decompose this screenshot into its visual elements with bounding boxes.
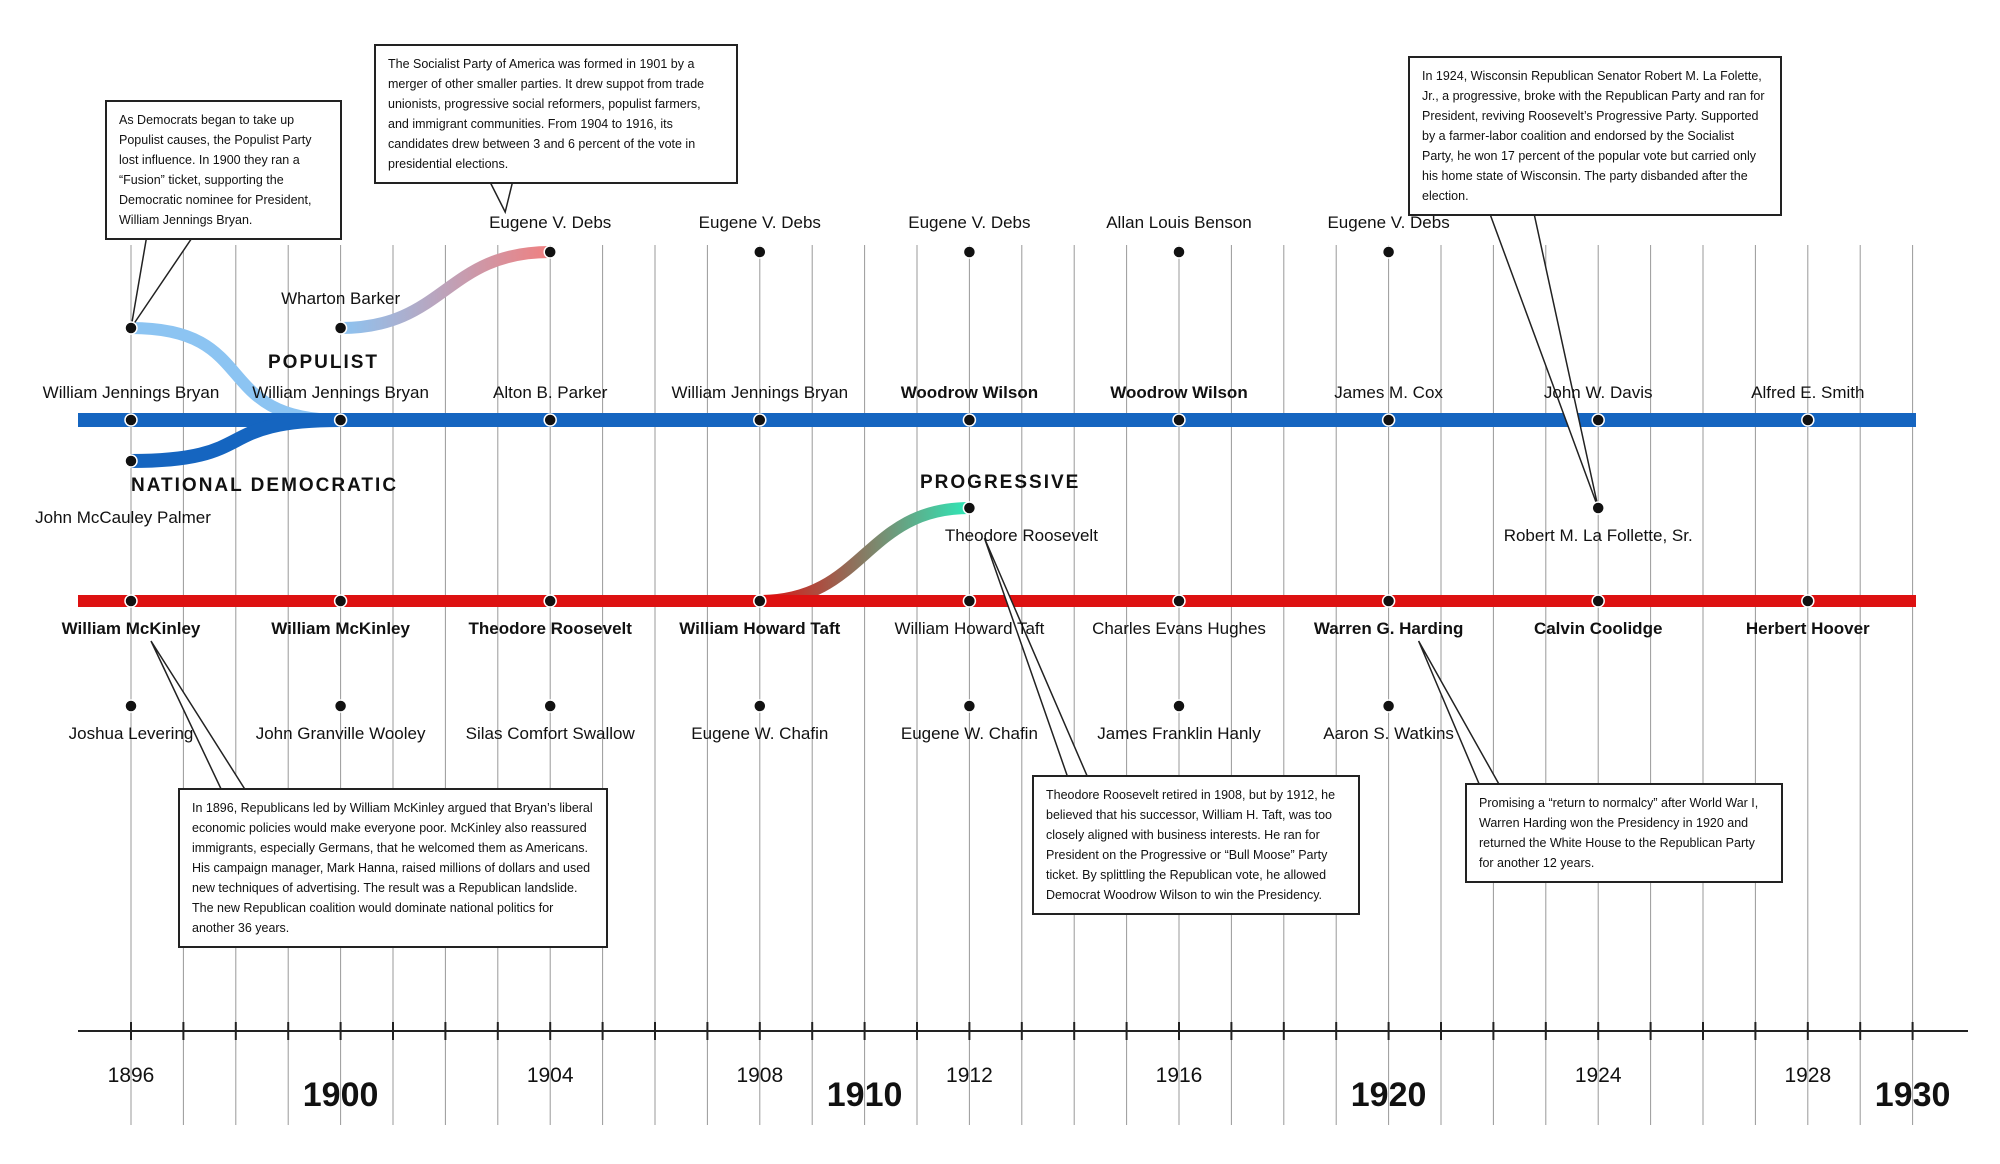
republican-candidate-label: Herbert Hoover [1746,619,1870,638]
axis-decade-label: 1910 [827,1076,903,1114]
socialist-dot [962,245,977,259]
democratic-dot [1801,413,1815,427]
prohibition-candidate-label: Joshua Levering [69,724,194,743]
prohibition-dot [1381,699,1396,713]
republican-dot [1381,594,1396,608]
socialist-candidate-label: Eugene V. Debs [699,213,821,232]
republican-candidate-label: William McKinley [271,619,410,638]
socialist-candidate-label: Eugene V. Debs [489,213,611,232]
democratic-dot [753,413,767,427]
populist-dot [124,321,138,335]
democratic-dot [124,413,138,427]
republican-dot [753,594,767,608]
national-democratic-dot [124,454,138,468]
axis-year-label: 1904 [527,1064,574,1087]
prohibition-dot [753,699,767,713]
democratic-dot [333,413,348,427]
progressive-party-label: PROGRESSIVE [920,472,1080,493]
republican-candidate-label: Theodore Roosevelt [468,619,632,638]
democratic-dot [1591,413,1605,427]
callout-pointer-populist [130,228,200,329]
prohibition-dot [333,699,348,713]
prohibition-dot [962,699,977,713]
progressive-dot [1591,501,1605,515]
republican-candidate-label: Warren G. Harding [1314,619,1464,638]
republican-candidate-label: Charles Evans Hughes [1092,619,1266,638]
prohibition-dot [124,699,138,713]
callout-populist-fusion: As Democrats began to take up Populist c… [105,100,342,240]
republican-dot [543,594,557,608]
republican-dot [1172,594,1186,608]
democratic-candidate-label: William Jennings Bryan [252,383,429,402]
national-democratic-party-label: NATIONAL DEMOCRATIC [131,475,398,496]
socialist-dot [1172,245,1186,259]
callout-harding-1920: Promising a “return to normalcy” after W… [1465,783,1783,883]
socialist-candidate-label: Eugene V. Debs [1327,213,1449,232]
democratic-candidate-label: Woodrow Wilson [1110,383,1247,402]
republican-candidate-label: William McKinley [62,619,201,638]
democratic-candidate-label: Alton B. Parker [493,383,608,402]
callout-mckinley-1896: In 1896, Republicans led by William McKi… [178,788,608,948]
axis-year-label: 1896 [108,1064,155,1087]
democratic-candidate-label: Alfred E. Smith [1751,383,1864,402]
socialist-candidate-label: Eugene V. Debs [908,213,1030,232]
republican-dot [962,594,977,608]
democratic-candidate-label: James M. Cox [1334,383,1443,402]
callout-socialist-party: The Socialist Party of America was forme… [374,44,738,184]
populist-candidate-label: Wharton Barker [281,289,400,308]
callout-roosevelt-1912: Theodore Roosevelt retired in 1908, but … [1032,775,1360,915]
republican-dot [124,594,138,608]
national-democratic-candidate-label: John McCauley Palmer [35,508,211,527]
socialist-dot [753,245,767,259]
callout-pointer-mckinley [150,640,248,792]
axis-year-label: 1916 [1156,1064,1203,1087]
axis-year-label: 1924 [1575,1064,1622,1087]
republican-candidate-label: Calvin Coolidge [1534,619,1662,638]
progressive-dot [962,501,977,515]
prohibition-candidate-label: Aaron S. Watkins [1323,724,1454,743]
prohibition-candidate-label: John Granville Wooley [256,724,426,743]
democratic-dot [1172,413,1186,427]
democratic-candidate-label: William Jennings Bryan [43,383,220,402]
prohibition-candidate-label: Silas Comfort Swallow [466,724,636,743]
prohibition-dot [1172,699,1186,713]
prohibition-dot [543,699,557,713]
democratic-dot [962,413,977,427]
republican-dot [333,594,348,608]
callout-pointer-la-follette [1481,194,1599,509]
axis-year-label: 1928 [1784,1064,1831,1087]
democratic-candidate-label: Woodrow Wilson [901,383,1038,402]
socialist-dot [543,245,557,259]
democratic-candidate-label: William Jennings Bryan [671,383,848,402]
republican-candidate-label: William Howard Taft [679,619,840,638]
democratic-dot [543,413,557,427]
progressive-candidate-label: Robert M. La Follette, Sr. [1504,526,1693,545]
prohibition-candidate-label: James Franklin Hanly [1097,724,1261,743]
republican-dot [1591,594,1605,608]
axis-decade-label: 1900 [303,1076,379,1114]
republican-dot [1801,594,1815,608]
democratic-candidate-label: John W. Davis [1544,383,1653,402]
socialist-dot [1381,245,1396,259]
populist-party-label: POPULIST [268,352,379,373]
prohibition-candidate-label: Eugene W. Chafin [691,724,828,743]
callout-la-follette: In 1924, Wisconsin Republican Senator Ro… [1408,56,1782,216]
prohibition-candidate-label: Eugene W. Chafin [901,724,1038,743]
axis-decade-label: 1920 [1351,1076,1427,1114]
republican-candidate-label: William Howard Taft [894,619,1044,638]
axis-year-label: 1912 [946,1064,993,1087]
populist-dot [333,321,348,335]
axis-decade-label: 1930 [1875,1076,1951,1114]
axis-year-label: 1908 [736,1064,783,1087]
national-democratic-band [130,413,341,468]
democratic-dot [1381,413,1396,427]
callout-pointer-harding [1417,640,1502,787]
socialist-candidate-label: Allan Louis Benson [1106,213,1252,232]
progressive-candidate-label: Theodore Roosevelt [945,526,1098,545]
